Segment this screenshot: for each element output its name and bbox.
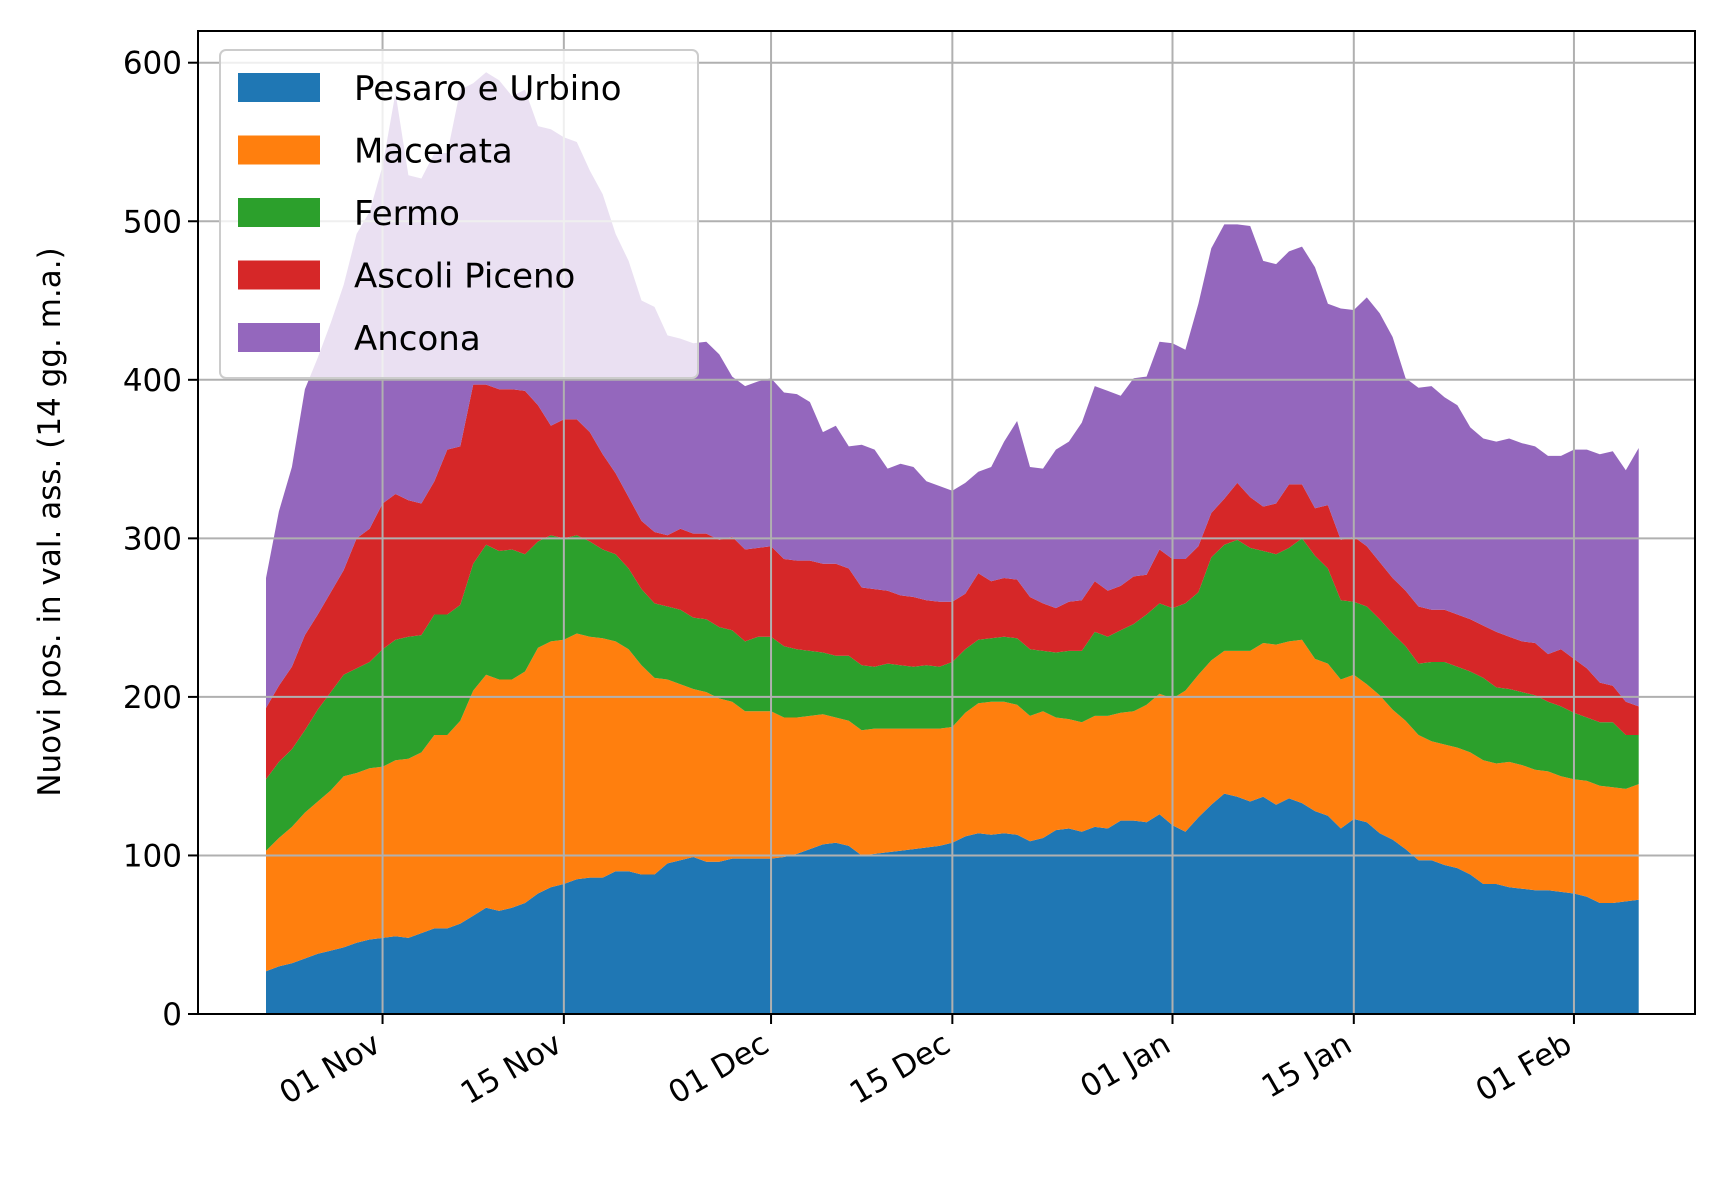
- x-axis: 01 Nov 15 Nov 01 Dec 15 Dec 01 Jan 15 Jan 01 F…: [273, 1014, 1578, 1112]
- legend-box: [219, 49, 699, 379]
- y-tick-label-3: 300: [123, 521, 182, 557]
- x-tick-label-2: 01 Dec: [662, 1026, 775, 1112]
- legend-label-1: Macerata: [354, 132, 513, 172]
- legend-swatch-4: [238, 323, 320, 352]
- y-tick-label-2: 200: [123, 680, 182, 716]
- y-tick-label-4: 400: [123, 363, 182, 399]
- legend-label-2: Fermo: [354, 194, 460, 234]
- legend-label-0: Pesaro e Urbino: [354, 69, 622, 109]
- x-tick-label-1: 15 Nov: [455, 1026, 568, 1112]
- y-tick-label-1: 100: [123, 838, 182, 874]
- x-tick-label-5: 15 Jan: [1256, 1026, 1358, 1106]
- legend-swatch-3: [238, 260, 320, 290]
- x-tick-label-6: 01 Feb: [1470, 1026, 1578, 1109]
- y-tick-label-6: 600: [123, 46, 182, 82]
- legend-swatch-0: [238, 73, 320, 102]
- x-tick-label-3: 15 Dec: [844, 1026, 957, 1112]
- legend-label-4: Ancona: [354, 319, 481, 359]
- y-axis: 0 100 200 300 400 500 600: [123, 46, 198, 1033]
- legend-label-3: Ascoli Piceno: [354, 257, 575, 297]
- y-tick-label-0: 0: [162, 997, 182, 1033]
- area-3: [266, 384, 1639, 780]
- plot-frame: [197, 30, 1696, 1015]
- y-axis-title: Nuovi pos. in val. ass. (14 gg. m.a.): [32, 247, 68, 796]
- legend-swatch-1: [238, 135, 320, 165]
- x-tick-label-4: 01 Jan: [1074, 1026, 1176, 1106]
- legend: Pesaro e Urbino Macerata Fermo Ascoli Picen…: [219, 49, 699, 379]
- x-tick-label-0: 01 Nov: [273, 1026, 386, 1112]
- legend-swatch-2: [238, 198, 320, 227]
- y-tick-label-5: 500: [123, 204, 182, 240]
